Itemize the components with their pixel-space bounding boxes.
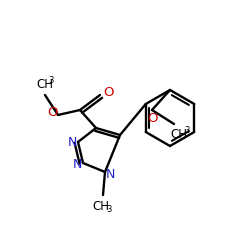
Text: 3: 3	[184, 126, 190, 135]
Text: O: O	[47, 106, 57, 120]
Text: N: N	[105, 168, 115, 180]
Text: O: O	[148, 112, 158, 124]
Text: CH: CH	[170, 128, 188, 140]
Text: CH: CH	[92, 200, 110, 212]
Text: CH: CH	[36, 78, 54, 90]
Text: O: O	[103, 86, 113, 98]
Text: N: N	[67, 136, 77, 148]
Text: 3: 3	[106, 204, 111, 214]
Text: 3: 3	[48, 76, 54, 85]
Text: N: N	[72, 158, 82, 170]
